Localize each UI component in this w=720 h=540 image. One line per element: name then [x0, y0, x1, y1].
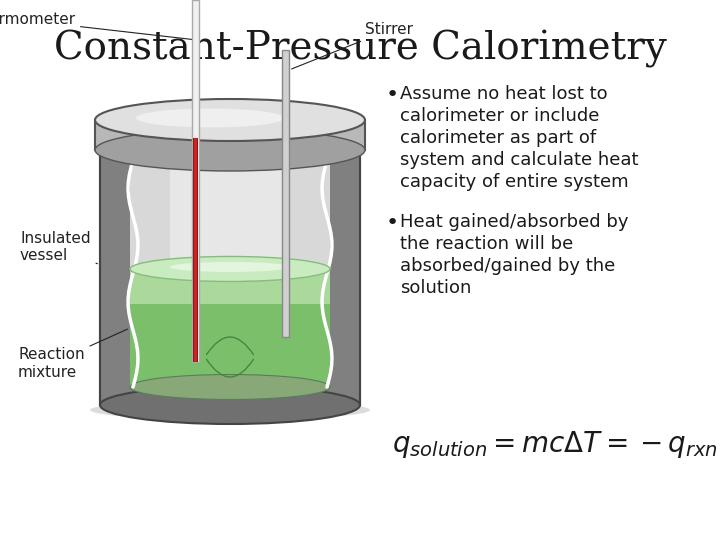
Text: system and calculate heat: system and calculate heat [400, 151, 639, 169]
Ellipse shape [90, 400, 370, 420]
FancyBboxPatch shape [130, 160, 330, 387]
FancyBboxPatch shape [200, 150, 260, 405]
FancyBboxPatch shape [130, 269, 330, 387]
Text: $q_{solution} = mc\Delta T = -q_{rxn}$: $q_{solution} = mc\Delta T = -q_{rxn}$ [392, 429, 718, 460]
FancyBboxPatch shape [194, 138, 197, 362]
FancyBboxPatch shape [95, 120, 365, 150]
Text: Assume no heat lost to: Assume no heat lost to [400, 85, 608, 103]
Text: Thermometer: Thermometer [0, 12, 194, 39]
FancyBboxPatch shape [170, 160, 290, 387]
Text: Stirrer: Stirrer [292, 23, 413, 69]
FancyBboxPatch shape [282, 50, 289, 337]
Ellipse shape [95, 99, 365, 141]
Ellipse shape [95, 129, 365, 171]
Text: •: • [386, 213, 400, 233]
Text: solution: solution [400, 279, 472, 297]
Text: Heat gained/absorbed by: Heat gained/absorbed by [400, 213, 629, 231]
Ellipse shape [130, 375, 330, 400]
Text: Reaction
mixture: Reaction mixture [18, 329, 127, 380]
Text: the reaction will be: the reaction will be [400, 235, 573, 253]
FancyBboxPatch shape [100, 150, 360, 405]
Ellipse shape [130, 256, 330, 281]
Text: •: • [386, 85, 400, 105]
Text: Constant-Pressure Calorimetry: Constant-Pressure Calorimetry [53, 30, 667, 68]
Text: capacity of entire system: capacity of entire system [400, 173, 629, 191]
Text: calorimeter as part of: calorimeter as part of [400, 129, 596, 147]
FancyBboxPatch shape [130, 269, 330, 305]
Ellipse shape [100, 131, 360, 169]
Ellipse shape [100, 386, 360, 424]
Ellipse shape [170, 262, 290, 272]
Text: Insulated
vessel: Insulated vessel [20, 231, 97, 264]
Ellipse shape [136, 109, 284, 127]
FancyBboxPatch shape [192, 138, 197, 362]
Text: absorbed/gained by the: absorbed/gained by the [400, 257, 616, 275]
FancyBboxPatch shape [192, 0, 199, 362]
Text: calorimeter or include: calorimeter or include [400, 107, 599, 125]
